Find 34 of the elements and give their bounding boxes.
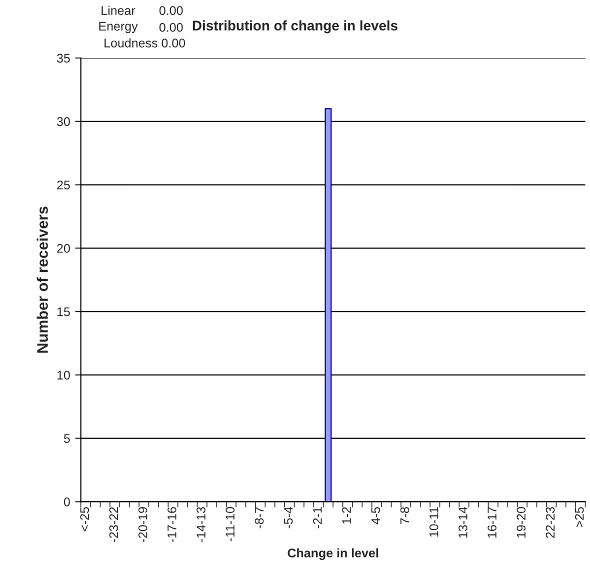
y-tick-label: 15 — [57, 307, 70, 316]
text: Energy — [99, 22, 138, 34]
y-tick-label: 30 — [56, 117, 70, 126]
y-tick-label: 10 — [57, 370, 70, 380]
x-tick-label: -8-7 — [254, 507, 264, 528]
y-tick-label: 35 — [56, 54, 70, 63]
x-tick-label: -11-10 — [226, 507, 235, 542]
x-tick-label: -20-19 — [138, 507, 148, 542]
x-tick-label: 4-5 — [371, 507, 380, 524]
x-tick-label: >25 — [574, 507, 584, 528]
y-tick-label: 0 — [64, 498, 70, 506]
x-tick-label: -23-22 — [109, 507, 118, 542]
x-tick-label: -14-13 — [196, 507, 206, 542]
x-tick-label: 13-14 — [458, 506, 468, 538]
text: Linear — [102, 6, 136, 15]
x-tick-label: -17-16 — [167, 507, 176, 542]
x-axis-title: Change in level — [288, 548, 378, 560]
chart-title: Distribution of change in levels — [192, 20, 398, 34]
x-tick-label: <-25 — [80, 507, 90, 532]
x-tick-label: -2-1 — [313, 507, 322, 528]
y-axis-title: Number of receivers — [36, 206, 48, 353]
text: 0.00 — [159, 22, 183, 32]
text: Loudness 0.00 — [104, 38, 186, 48]
x-tick-label: 19-20 — [516, 507, 526, 538]
x-tick-label: 10-11 — [429, 507, 438, 537]
x-tick-label: -5-4 — [284, 506, 293, 528]
x-tick-label: 7-8 — [400, 507, 410, 524]
x-tick-label: 1-2 — [342, 507, 351, 524]
x-tick-label: 16-17 — [488, 507, 496, 538]
text: 0.00 — [159, 6, 183, 15]
x-tick-label: 22-23 — [546, 507, 555, 538]
y-tick-label: 25 — [57, 180, 70, 190]
y-tick-label: 20 — [57, 244, 70, 253]
y-tick-label: 5 — [64, 434, 70, 443]
